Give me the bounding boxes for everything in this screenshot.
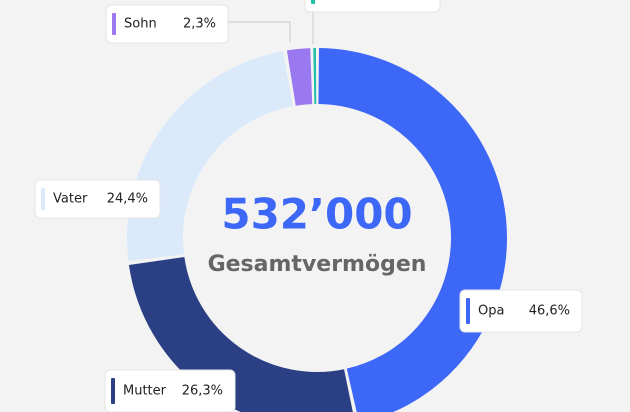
- label-name: Mutter: [123, 384, 167, 399]
- label-box: [459, 289, 583, 333]
- labels: Opa 46,6% Mutter 26,3% Vater 24,4% Sohn 2,3% Toc…: [34, 0, 583, 412]
- label-swatch: [466, 298, 470, 324]
- label-swatch: [112, 13, 116, 35]
- label-value: 26,3%: [182, 384, 223, 399]
- label-box: [304, 0, 441, 13]
- label-value: 46,6%: [529, 304, 570, 319]
- label-box: [34, 179, 161, 219]
- segment: [286, 48, 313, 106]
- label-value: 24,4%: [107, 192, 148, 207]
- segment: [127, 51, 294, 262]
- label-swatch: [111, 378, 115, 404]
- label-name: Vater: [53, 192, 88, 207]
- center-value: 532’000: [221, 190, 412, 239]
- label-value: 2,3%: [183, 17, 216, 32]
- label-value: 0,4%: [395, 0, 428, 3]
- leader-line: [228, 21, 291, 42]
- segment: [317, 48, 507, 412]
- label-box: [105, 4, 229, 44]
- label-swatch: [311, 0, 315, 4]
- label-name: Tochter: [322, 0, 371, 3]
- center-label: Gesamtvermögen: [208, 252, 427, 277]
- label-name: Opa: [478, 304, 504, 319]
- label-box: [104, 369, 236, 412]
- label-swatch: [41, 188, 45, 210]
- label-name: Sohn: [124, 17, 157, 32]
